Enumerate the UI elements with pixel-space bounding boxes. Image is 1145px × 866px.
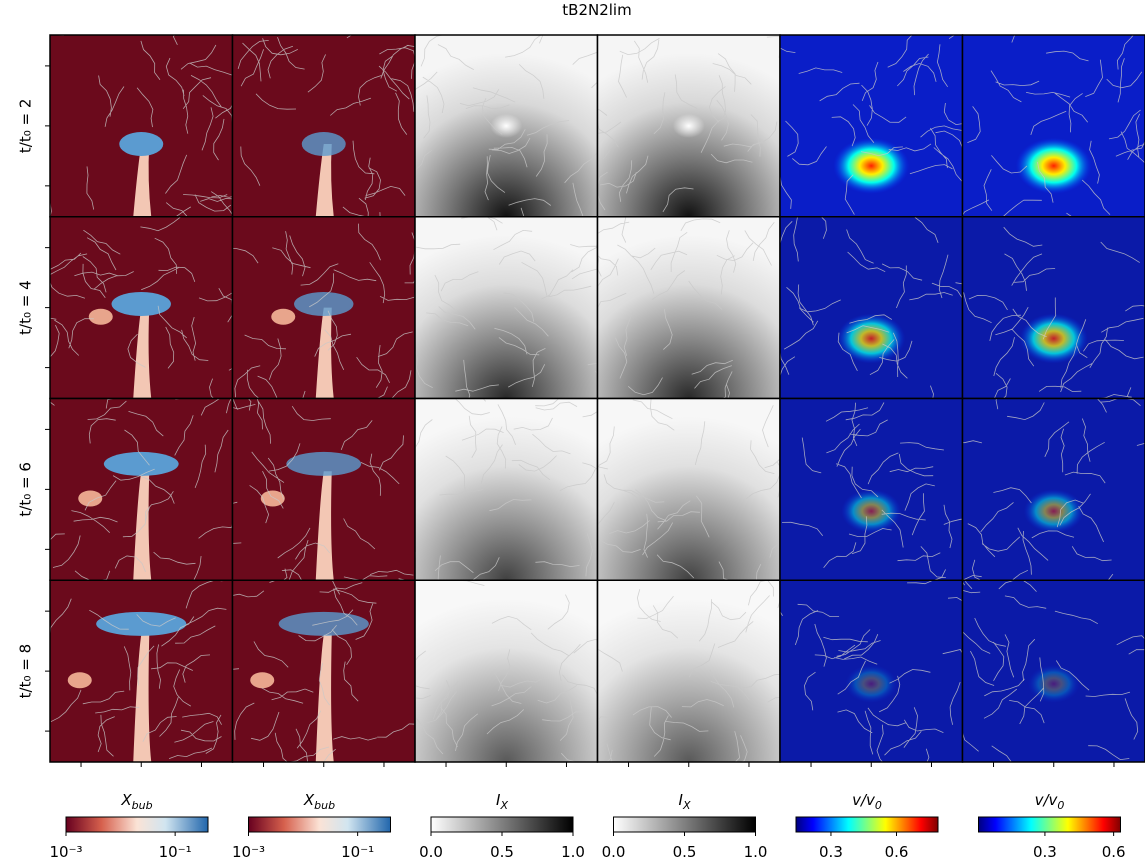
panel — [50, 217, 233, 399]
colorbars: Xbub 10⁻³ 10⁻¹ Xbub 10⁻³ 10⁻¹ IX 0.0 0.5 1.0 IX 0.0… — [49, 791, 1125, 861]
panel — [233, 399, 416, 581]
label-sub: 0 — [1057, 799, 1064, 812]
row-label: t/t₀ = 2 — [17, 99, 35, 153]
colorbar-tick-label: 10⁻¹ — [159, 843, 192, 861]
colorbar-tick-label: 0.0 — [419, 843, 443, 861]
plume-cap — [286, 452, 361, 476]
panel — [415, 580, 598, 762]
plume-cap — [302, 132, 346, 156]
plume-cap — [112, 292, 171, 316]
figure: tB2N2lim Xbub 10⁻³ 10⁻¹ Xbub 10⁻³ 10⁻¹ IX 0.0 0.… — [0, 0, 1145, 866]
colorbar — [66, 817, 208, 832]
panel-background — [963, 217, 1145, 399]
label-main: v/v — [852, 791, 876, 809]
panel — [415, 217, 598, 399]
plume-arm — [250, 672, 274, 688]
panel — [780, 217, 963, 399]
panel — [598, 35, 781, 217]
plume-glow — [673, 114, 705, 138]
colorbar-label: v/v0 — [1035, 791, 1065, 812]
colorbar — [249, 817, 391, 832]
colorbar — [979, 817, 1121, 832]
colorbar — [796, 817, 938, 832]
label-sub: X — [499, 799, 508, 812]
label-main: X — [120, 791, 132, 809]
plume-arm — [78, 490, 102, 506]
panel — [415, 35, 598, 217]
panel — [780, 580, 963, 762]
hot-spot — [837, 314, 905, 364]
panel — [780, 35, 963, 217]
hot-spot — [1016, 138, 1092, 194]
row-label: t/t₀ = 4 — [17, 280, 35, 334]
colorbar-tick-label: 0.5 — [490, 843, 514, 861]
panel-background — [415, 580, 598, 762]
panel — [50, 580, 233, 762]
panel — [50, 399, 233, 581]
panel-grid — [50, 35, 1145, 762]
colorbar-label: Xbub — [303, 791, 335, 812]
colorbar-tick-label: 0.0 — [602, 843, 626, 861]
plume-cap — [294, 292, 353, 316]
colorbar-tick-label: 1.0 — [744, 843, 768, 861]
colorbar — [614, 817, 756, 832]
colorbar-tick-label: 10⁻³ — [232, 843, 265, 861]
label-sub: bub — [314, 799, 335, 812]
colorbar-tick-label: 0.6 — [885, 843, 909, 861]
hot-spot — [841, 489, 901, 533]
hot-spot — [1020, 314, 1088, 364]
label-sub: X — [682, 799, 691, 812]
hot-spot — [833, 138, 909, 194]
colorbar-tick-label: 0.5 — [673, 843, 697, 861]
panel-background — [598, 399, 781, 581]
panel — [233, 217, 416, 399]
colorbar-tick-label: 10⁻³ — [49, 843, 82, 861]
row-label: t/t₀ = 8 — [17, 644, 35, 698]
plume-glow — [490, 114, 522, 138]
panel — [598, 580, 781, 762]
panel-background — [780, 217, 963, 399]
colorbar-tick-label: 10⁻¹ — [341, 843, 374, 861]
panel — [415, 399, 598, 581]
plume-cap — [119, 132, 163, 156]
hot-spot — [1028, 665, 1080, 703]
plume-arm — [68, 672, 92, 688]
label-sub: 0 — [875, 799, 882, 812]
panel — [50, 35, 233, 217]
colorbar-tick-label: 0.3 — [819, 843, 843, 861]
colorbar-tick-label: 0.3 — [1033, 843, 1057, 861]
colorbar-label: IX — [496, 791, 508, 812]
panel — [233, 580, 416, 762]
label-main: v/v — [1035, 791, 1059, 809]
panel — [598, 399, 781, 581]
panel — [963, 217, 1145, 399]
panel — [963, 35, 1145, 217]
panel-background — [415, 217, 598, 399]
plume-arm — [271, 309, 295, 325]
figure-title: tB2N2lim — [562, 1, 631, 19]
hot-spot — [1024, 489, 1084, 533]
row-label: t/t₀ = 6 — [17, 462, 35, 516]
colorbar-tick-label: 0.6 — [1102, 843, 1126, 861]
colorbar-label: Xbub — [120, 791, 152, 812]
panel — [963, 580, 1145, 762]
colorbar-label: v/v0 — [852, 791, 882, 812]
plume-arm — [89, 309, 113, 325]
panel-background — [598, 580, 781, 762]
colorbar — [431, 817, 573, 832]
panel — [780, 399, 963, 581]
panel — [963, 399, 1145, 581]
colorbar-tick-label: 1.0 — [561, 843, 585, 861]
panel-background — [598, 217, 781, 399]
label-sub: bub — [132, 799, 153, 812]
panel — [233, 35, 416, 217]
plume-cap — [279, 612, 369, 636]
panel — [598, 217, 781, 399]
label-main: X — [303, 791, 315, 809]
colorbar-label: IX — [679, 791, 691, 812]
hot-spot — [845, 665, 897, 703]
